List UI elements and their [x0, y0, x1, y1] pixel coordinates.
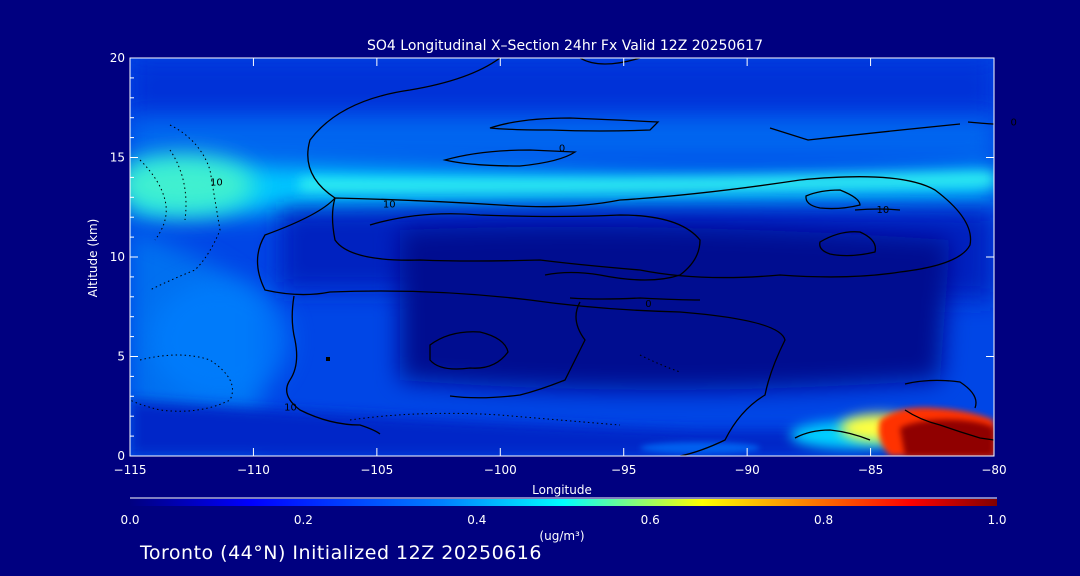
colorbar-tick-label: 0.8 — [814, 513, 833, 527]
colorbar-label: (ug/m³) — [539, 529, 584, 543]
colorbar-tick-label: 0.4 — [467, 513, 486, 527]
x-tick-label: −100 — [484, 463, 517, 477]
x-axis-label: Longitude — [532, 483, 592, 497]
x-tick-label: −95 — [611, 463, 636, 477]
concentration-field — [130, 58, 994, 456]
x-axis: −115 −110 −105 −100 −95 −90 −85 −80 — [114, 58, 1007, 477]
contour-label: 10 — [877, 205, 890, 216]
footer-caption: Toronto (44°N) Initialized 12Z 20250616 — [140, 542, 542, 564]
colorbar-ticks: 0.0 0.2 0.4 0.6 0.8 1.0 — [120, 513, 1006, 527]
x-tick-label: −80 — [981, 463, 1006, 477]
contour-label: 0 — [1011, 118, 1017, 129]
contour-label: 10 — [210, 177, 223, 188]
y-tick-label: 0 — [117, 449, 125, 463]
y-axis: 0 5 10 15 20 — [110, 51, 994, 463]
y-tick-label: 5 — [117, 350, 125, 364]
colorbar — [130, 499, 997, 506]
x-tick-label: −110 — [237, 463, 270, 477]
y-axis-label: Altitude (km) — [86, 219, 100, 298]
contour-label: 10 — [383, 199, 396, 210]
colorbar-tick-label: 0.0 — [120, 513, 139, 527]
colorbar-tick-label: 1.0 — [987, 513, 1006, 527]
dotted-contours — [130, 124, 681, 426]
y-tick-label: 15 — [110, 151, 125, 165]
contour-labels: 10 10 10 0 0 10 0 — [210, 118, 1017, 414]
contour-lines — [256, 58, 994, 456]
marker-dot — [326, 357, 330, 361]
y-tick-label: 20 — [110, 51, 125, 65]
colorbar-tick-label: 0.6 — [641, 513, 660, 527]
chart-title: SO4 Longitudinal X–Section 24hr Fx Valid… — [367, 38, 763, 54]
colorbar-tick-label: 0.2 — [294, 513, 313, 527]
x-tick-label: −105 — [360, 463, 393, 477]
x-tick-label: −90 — [734, 463, 759, 477]
x-tick-label: −85 — [858, 463, 883, 477]
contour-label: 0 — [559, 144, 565, 155]
y-tick-label: 10 — [110, 250, 125, 264]
contour-label: 0 — [645, 299, 651, 310]
contour-label: 10 — [284, 402, 297, 413]
x-tick-label: −115 — [114, 463, 147, 477]
